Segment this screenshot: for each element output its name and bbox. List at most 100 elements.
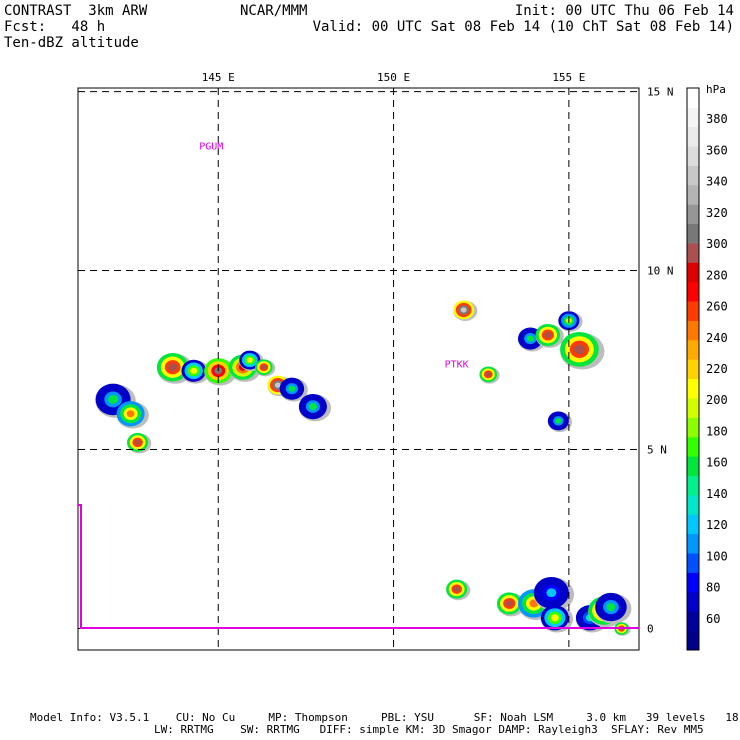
colorbar-tick-label: 100 <box>706 549 728 563</box>
echo-cell-ring <box>606 603 616 612</box>
colorbar-unit: hPa <box>706 83 726 96</box>
colorbar-swatch <box>687 572 699 593</box>
colorbar-swatch <box>687 359 699 380</box>
colorbar-swatch <box>687 165 699 186</box>
echo-cell <box>535 323 564 348</box>
colorbar-tick-label: 380 <box>706 112 728 126</box>
colorbar-swatch <box>687 553 699 573</box>
echo-cell-ring <box>190 367 198 374</box>
axis-labels: 145 E 150 E 155 E 15 N 10 N 5 N 0 <box>202 71 674 636</box>
colorbar-swatch <box>687 611 699 632</box>
station-label: PGUM <box>199 141 223 152</box>
header-organization: NCAR/MMM <box>240 3 308 19</box>
colorbar-swatch <box>687 301 699 321</box>
x-tick-label: 155 E <box>552 71 585 84</box>
echo-cell <box>298 393 332 422</box>
colorbar-swatch <box>687 339 699 360</box>
y-tick-label: 0 <box>647 623 654 636</box>
colorbar-swatch <box>687 243 699 263</box>
colorbar-tick-label: 60 <box>706 612 720 626</box>
echo-cell-ring <box>526 335 534 342</box>
colorbar-swatch <box>687 223 699 244</box>
echo-cell <box>181 359 210 384</box>
colorbar-tick-label: 340 <box>706 175 728 189</box>
y-tick-label: 15 N <box>647 86 674 99</box>
colorbar-swatch <box>687 107 699 128</box>
y-tick-label: 5 N <box>647 444 667 457</box>
echo-cells-layer <box>95 300 632 636</box>
echo-cell-ring <box>308 403 317 411</box>
colorbar-swatch <box>687 88 699 108</box>
colorbar-swatch <box>687 533 699 554</box>
colorbar-tick-label: 160 <box>706 456 728 470</box>
header-forecast-hour: Fcst: 48 h <box>4 19 106 35</box>
colorbar-swatch <box>687 146 699 166</box>
colorbar-tick-label: 240 <box>706 331 728 345</box>
colorbar-tick-label: 280 <box>706 268 728 282</box>
colorbar-tick-label: 120 <box>706 518 728 532</box>
colorbar-swatch <box>687 436 699 457</box>
colorbar-tick-label: 80 <box>706 581 720 595</box>
colorbar-swatch <box>687 281 699 302</box>
echo-cell-ring <box>274 382 281 388</box>
colorbar-swatch <box>687 591 699 612</box>
header-model-name: CONTRAST 3km ARW <box>4 3 148 19</box>
colorbar-swatch <box>687 378 699 399</box>
colorbar-frame <box>686 87 700 651</box>
echo-cell-ring <box>246 357 253 363</box>
colorbar-tick-label: 200 <box>706 393 728 407</box>
echo-cell <box>116 401 149 429</box>
echo-cell <box>558 311 583 332</box>
colorbar-tick-label: 180 <box>706 424 728 438</box>
plot-frame <box>77 87 640 651</box>
colorbar-swatch <box>687 456 699 476</box>
echo-cell <box>479 366 500 384</box>
echo-cell <box>453 300 478 321</box>
echo-cell <box>614 622 631 636</box>
colorbar-tick-label: 260 <box>706 300 728 314</box>
echo-cell <box>255 359 276 377</box>
echo-cell <box>540 605 574 633</box>
header-init-time: Init: 00 UTC Thu 06 Feb 14 <box>514 3 734 19</box>
echo-cell-ring <box>288 385 296 392</box>
colorbar-tick-label: 220 <box>706 362 728 376</box>
echo-cell-ring <box>544 331 552 339</box>
echo-cell-ring <box>134 439 141 446</box>
echo-cell-ring <box>460 307 467 313</box>
echo-cell <box>127 432 152 454</box>
header-valid-time: Valid: 00 UTC Sat 08 Feb 14 (10 ChT Sat … <box>312 19 734 35</box>
colorbar-tick-label: 320 <box>706 206 728 220</box>
colorbar-swatch <box>687 417 699 438</box>
colorbar-swatch <box>687 514 699 535</box>
colorbar-swatch <box>687 320 699 341</box>
echo-cell-ring <box>261 365 267 370</box>
echo-cell-ring <box>546 588 557 598</box>
echo-cell-ring <box>555 418 562 424</box>
colorbar-swatch <box>687 184 699 205</box>
colorbar-tick-label: 300 <box>706 237 728 251</box>
boundary-line <box>78 504 639 629</box>
echo-cell <box>446 579 471 601</box>
x-tick-label: 145 E <box>202 71 235 84</box>
colorbar-swatch <box>687 126 699 147</box>
echo-cell-ring <box>505 600 513 607</box>
colorbar-tick-label: 140 <box>706 487 728 501</box>
echo-cell <box>95 383 136 418</box>
colorbar-swatch <box>687 204 699 225</box>
header-field-name: Ten-dBZ altitude <box>4 35 139 51</box>
echo-cell <box>279 377 308 402</box>
echo-cell <box>595 592 632 624</box>
colorbar-tick-label: 360 <box>706 143 728 157</box>
echo-cell-ring <box>126 410 135 418</box>
footer-model-info-line2: LW: RRTMG SW: RRTMG DIFF: simple KM: 3D … <box>154 723 704 736</box>
station-markers: PGUM PTKK <box>199 141 469 370</box>
x-tick-label: 150 E <box>377 71 410 84</box>
colorbar-swatch <box>687 494 699 515</box>
echo-cell <box>547 411 573 432</box>
y-tick-label: 10 N <box>647 265 674 278</box>
echo-cell-ring <box>453 586 460 592</box>
echo-cell <box>533 576 575 612</box>
footer-model-info-line1: Model Info: V3.5.1 CU: No Cu MP: Thompso… <box>30 711 740 724</box>
station-label: PTKK <box>445 360 469 371</box>
